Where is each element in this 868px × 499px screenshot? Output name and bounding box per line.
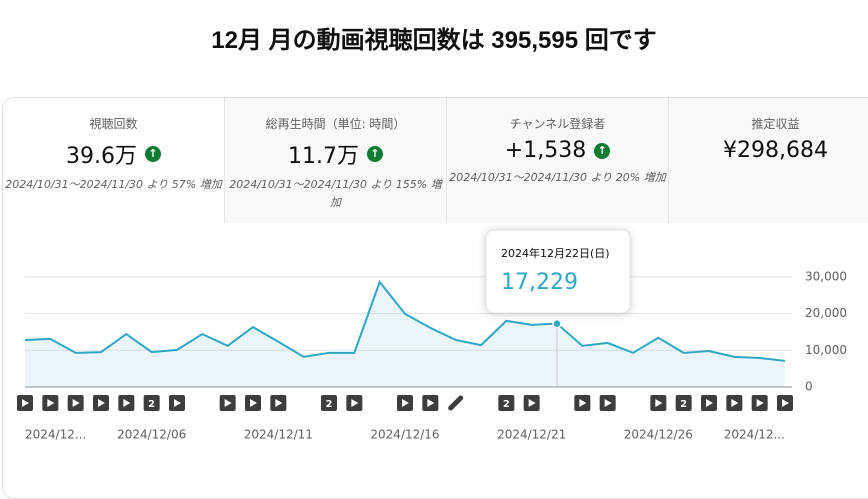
play-glyph	[98, 399, 105, 407]
play-glyph	[756, 399, 764, 407]
play-glyph	[22, 399, 29, 407]
metric-card[interactable]: 視聴回数 39.6万 ↑ 2024/10/31～2024/11/30 より 57% 増…	[3, 98, 225, 223]
badge-count: 2	[503, 399, 510, 410]
metric-card[interactable]: 推定収益 ¥298,684	[669, 98, 868, 223]
play-glyph	[47, 399, 55, 407]
x-tick-label: 2024/12...	[25, 428, 86, 442]
y-tick-label: 0	[805, 380, 813, 394]
x-tick-label: 2024/12/21	[497, 428, 566, 442]
chart: 010,00020,00030,0002024年12月22日(日)17,2292…	[17, 229, 847, 442]
metric-label: 総再生時間（単位: 時間）	[265, 117, 406, 131]
play-glyph	[224, 399, 232, 407]
badge-count: 2	[326, 399, 333, 410]
play-glyph	[604, 399, 612, 407]
hover-point	[552, 318, 562, 329]
tooltip-box	[485, 229, 631, 314]
y-tick-label: 10,000	[805, 343, 847, 357]
video-icon[interactable]	[701, 395, 717, 411]
video-icon[interactable]	[17, 395, 33, 411]
video-icon[interactable]	[650, 395, 667, 411]
badge-count: 2	[680, 399, 687, 410]
metric-label: 推定収益	[751, 117, 800, 131]
up-icon: ↑	[594, 142, 611, 159]
tooltip: 2024年12月22日(日) 17,229	[485, 229, 631, 314]
metric-comparison: 2024/10/31～2024/11/30 より 57% 増加	[5, 178, 222, 191]
play-glyph	[351, 399, 359, 407]
badge-count: 2	[148, 399, 155, 410]
play-glyph	[782, 399, 789, 407]
video-icon[interactable]	[245, 395, 261, 411]
play-glyph	[72, 399, 80, 407]
video-icon[interactable]	[726, 395, 743, 411]
metric-card[interactable]: 総再生時間（単位: 時間） 11.7万 ↑ 2024/10/31～2024/11/30…	[225, 98, 447, 223]
badge-box[interactable]	[498, 395, 515, 411]
metric-value: ¥298,684	[723, 138, 828, 163]
video-icon[interactable]	[42, 395, 59, 411]
play-glyph	[579, 399, 587, 407]
play-glyph	[427, 399, 435, 407]
video-icon[interactable]	[67, 395, 84, 411]
badge-box[interactable]	[321, 395, 337, 411]
page: 12月 月の動画視聴回数は 395,595 回です 視聴回数 39.6万 ↑ 2024…	[2, 27, 868, 499]
video-icon[interactable]	[219, 395, 236, 411]
play-glyph	[275, 399, 283, 407]
video-icon[interactable]	[397, 395, 413, 411]
metric-value: +1,538	[504, 138, 587, 163]
y-tick-label: 30,000	[805, 269, 847, 283]
x-tick-label: 2024/12/06	[117, 428, 186, 442]
play-glyph	[174, 399, 181, 407]
video-icon[interactable]	[169, 395, 185, 411]
badge-box[interactable]	[675, 395, 692, 411]
metric-label: 視聴回数	[89, 117, 138, 131]
line	[24, 279, 786, 362]
x-tick-label: 2024/12/11	[244, 428, 313, 442]
tooltip-value: 17,229	[501, 270, 578, 295]
metric-value: 39.6万	[66, 144, 137, 169]
video-icon[interactable]	[270, 395, 287, 411]
play-glyph	[402, 399, 409, 407]
video-icon[interactable]	[422, 395, 439, 411]
video-icon[interactable]	[777, 395, 793, 411]
play-glyph	[123, 399, 131, 407]
up-icon: ↑	[145, 146, 161, 162]
badge-box[interactable]	[143, 395, 160, 411]
x-tick-label: 2024/12/16	[370, 428, 439, 442]
video-icon[interactable]	[118, 395, 135, 411]
metric-card[interactable]: チャンネル登録者 +1,538 ↑ 2024/10/31～2024/11/30 より …	[447, 98, 669, 223]
metric-label: チャンネル登録者	[509, 117, 606, 131]
play-glyph	[706, 399, 713, 407]
play-glyph	[250, 399, 257, 407]
metric-comparison: 2024/10/31～2024/11/30 より 20% 増加	[449, 171, 666, 184]
metric-value: 11.7万	[288, 144, 359, 169]
link-icon	[448, 395, 464, 411]
video-icon[interactable]	[751, 395, 768, 411]
x-tick-label: 2024/12/26	[624, 428, 693, 442]
play-glyph	[731, 399, 739, 407]
tooltip-date: 2024年12月22日(日)	[501, 246, 610, 260]
page-title: 12月 月の動画視聴回数は 395,595 回です	[211, 27, 657, 54]
metric-comparison: 2024/10/31～2024/11/30 より 155% 増加	[229, 178, 442, 209]
video-icon[interactable]	[93, 395, 109, 411]
area	[25, 281, 785, 387]
play-glyph	[528, 399, 536, 407]
video-icon[interactable]	[346, 395, 363, 411]
video-icon[interactable]	[599, 395, 616, 411]
analytics-panel: 視聴回数 39.6万 ↑ 2024/10/31～2024/11/30 より 57% 増…	[2, 97, 868, 499]
video-icon[interactable]	[523, 395, 540, 411]
video-icon[interactable]	[574, 395, 591, 411]
up-icon: ↑	[367, 146, 383, 162]
y-tick-label: 20,000	[805, 306, 847, 320]
play-glyph	[655, 399, 663, 407]
x-tick-label: 2024/12...	[724, 428, 785, 442]
